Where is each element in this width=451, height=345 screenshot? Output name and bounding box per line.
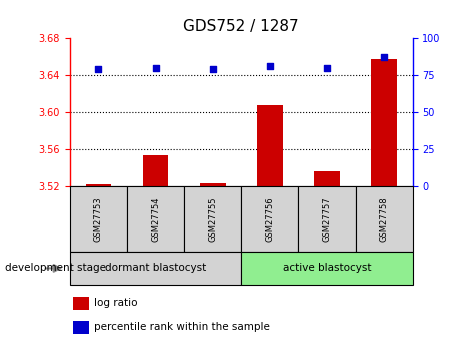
Title: GDS752 / 1287: GDS752 / 1287 <box>184 19 299 34</box>
Point <box>152 65 159 70</box>
Text: GSM27758: GSM27758 <box>380 196 389 242</box>
Bar <box>86 184 111 186</box>
FancyBboxPatch shape <box>184 186 241 252</box>
Point <box>266 63 273 69</box>
Text: development stage: development stage <box>5 264 106 273</box>
Bar <box>143 155 169 186</box>
Bar <box>200 183 226 186</box>
Point <box>381 55 388 60</box>
Text: percentile rank within the sample: percentile rank within the sample <box>94 322 270 332</box>
FancyBboxPatch shape <box>241 252 413 285</box>
Text: log ratio: log ratio <box>94 298 138 308</box>
FancyBboxPatch shape <box>70 252 241 285</box>
FancyBboxPatch shape <box>127 186 184 252</box>
FancyBboxPatch shape <box>241 186 299 252</box>
Text: GSM27755: GSM27755 <box>208 196 217 242</box>
Bar <box>257 105 283 186</box>
Bar <box>74 321 89 334</box>
Bar <box>371 59 397 186</box>
Text: GSM27756: GSM27756 <box>265 196 274 242</box>
Text: dormant blastocyst: dormant blastocyst <box>105 263 206 273</box>
Text: GSM27753: GSM27753 <box>94 196 103 242</box>
Text: active blastocyst: active blastocyst <box>283 263 371 273</box>
Point <box>323 65 331 70</box>
Bar <box>74 297 89 310</box>
FancyBboxPatch shape <box>299 186 355 252</box>
Text: GSM27757: GSM27757 <box>322 196 331 242</box>
Point <box>95 66 102 72</box>
Text: GSM27754: GSM27754 <box>151 196 160 242</box>
Point <box>209 66 216 72</box>
FancyBboxPatch shape <box>355 186 413 252</box>
FancyBboxPatch shape <box>70 186 127 252</box>
Bar <box>314 171 340 186</box>
